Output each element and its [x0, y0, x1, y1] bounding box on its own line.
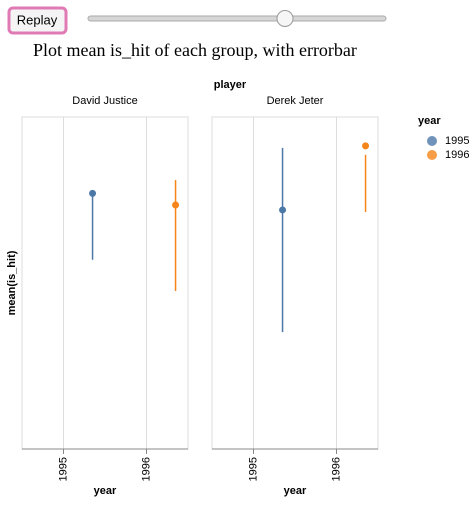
x-axis-label: year	[94, 485, 117, 497]
mean-point	[279, 206, 287, 214]
mean-point	[89, 189, 97, 197]
legend-label: 1995	[445, 135, 469, 147]
x-tick-label: 1995	[247, 457, 259, 481]
legend-swatch	[427, 150, 437, 160]
legend-label: 1996	[445, 149, 469, 161]
x-axis-label: year	[284, 485, 307, 497]
plot-frame	[211, 116, 379, 450]
x-tick-label: 1995	[57, 457, 69, 481]
y-axis-label: mean(is_hit)	[6, 250, 18, 315]
facet-header: player	[214, 79, 247, 91]
plot-frame	[21, 116, 189, 450]
mean-point	[172, 201, 180, 209]
facet-title: David Justice	[72, 95, 137, 107]
facet-title: Derek Jeter	[267, 95, 324, 107]
x-tick-label: 1996	[140, 457, 152, 481]
legend-swatch	[427, 136, 437, 146]
mean-point	[362, 142, 370, 150]
slider-track[interactable]	[87, 15, 387, 22]
slider-knob[interactable]	[276, 10, 294, 27]
replay-label: Replay	[17, 12, 58, 27]
replay-button[interactable]	[7, 6, 68, 35]
heading: Plot mean is_hit of each group, with err…	[33, 40, 357, 60]
legend-title: year	[418, 115, 441, 127]
x-tick-label: 1996	[330, 457, 342, 481]
